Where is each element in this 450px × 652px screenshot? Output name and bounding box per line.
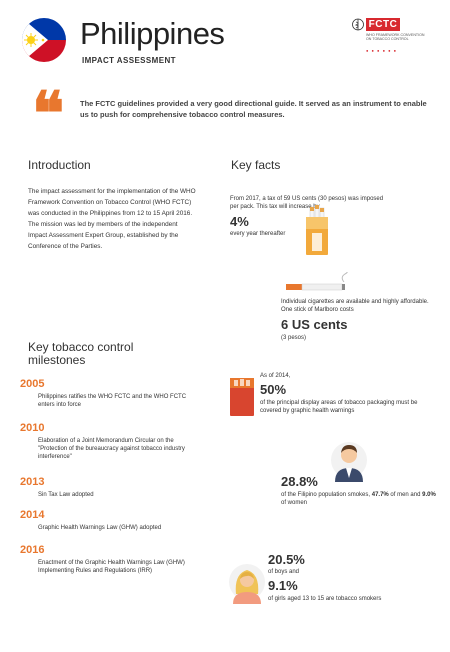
page-subtitle: IMPACT ASSESSMENT	[82, 56, 176, 65]
warnings-value: 50%	[260, 382, 287, 397]
key-facts-heading: Key facts	[231, 158, 281, 172]
men-value: 47.7%	[371, 492, 389, 498]
warnings-intro: As of 2014,	[260, 373, 291, 379]
smokers-value: 28.8%	[281, 474, 318, 489]
smokers-text-b: of men and	[390, 492, 421, 498]
milestone-text: Graphic Health Warnings Law (GHW) adopte…	[38, 525, 162, 531]
smokers-text-c: of women	[281, 500, 308, 506]
milestone-text: Enactment of the Graphic Health Warnings…	[38, 560, 185, 574]
introduction-body: The impact assessment for the implementa…	[28, 188, 196, 250]
girls-text: of girls aged 13 to 15 are tobacco smoke…	[268, 596, 382, 602]
tax-value: 4%	[230, 214, 249, 229]
price-suffix: (3 pesos)	[281, 335, 307, 341]
boys-value: 20.5%	[268, 552, 305, 567]
price-intro: Individual cigarettes are available and …	[281, 299, 429, 313]
smokers-detail: of the Filipino population smokes, 47.7%…	[281, 491, 441, 507]
tax-suffix: every year thereafter	[230, 231, 286, 237]
girl-avatar-icon	[229, 564, 265, 604]
milestone-year: 2014	[20, 509, 45, 521]
milestone-year: 2005	[20, 378, 45, 390]
introduction-heading: Introduction	[28, 158, 91, 172]
milestone-text: Philippines ratifies the WHO FCTC and th…	[38, 394, 187, 408]
philippines-flag-icon	[22, 18, 66, 62]
fctc-subtitle: WHO FRAMEWORK CONVENTION ON TOBACCO CONT…	[366, 33, 425, 42]
warnings-suffix: of the principal display areas of tobacc…	[260, 400, 418, 414]
cigarette-icon	[286, 272, 348, 291]
who-fctc-logo: FCTC WHO FRAMEWORK CONVENTION ON TOBACCO…	[352, 18, 430, 60]
who-emblem-icon	[352, 18, 364, 31]
milestone-year: 2010	[20, 422, 45, 434]
boys-text: of boys and	[268, 569, 300, 575]
price-value: 6 US cents	[281, 317, 348, 332]
milestone-text: Elaboration of a Joint Memorandum Circul…	[38, 438, 185, 460]
milestone-text: Sin Tax Law adopted	[38, 492, 94, 498]
man-avatar-icon	[331, 442, 367, 482]
milestone-year: 2016	[20, 544, 45, 556]
quote-icon: ❝	[32, 79, 65, 149]
women-value: 9.0%	[422, 492, 436, 498]
milestone-year: 2013	[20, 476, 45, 488]
smokers-text-a: of the Filipino population smokes,	[281, 492, 371, 498]
warning-pack-icon	[230, 378, 254, 416]
girls-value: 9.1%	[268, 578, 298, 593]
quote-text: The FCTC guidelines provided a very good…	[80, 99, 427, 119]
cigarette-pack-icon	[306, 205, 328, 255]
fctc-dots: ● ● ● ● ● ●	[366, 48, 398, 53]
page-title: Philippines	[80, 16, 225, 51]
tax-intro: From 2017, a tax of 59 US cents (30 peso…	[230, 196, 384, 210]
milestones-heading: Key tobacco control milestones	[28, 340, 134, 367]
fctc-badge: FCTC	[366, 18, 400, 31]
